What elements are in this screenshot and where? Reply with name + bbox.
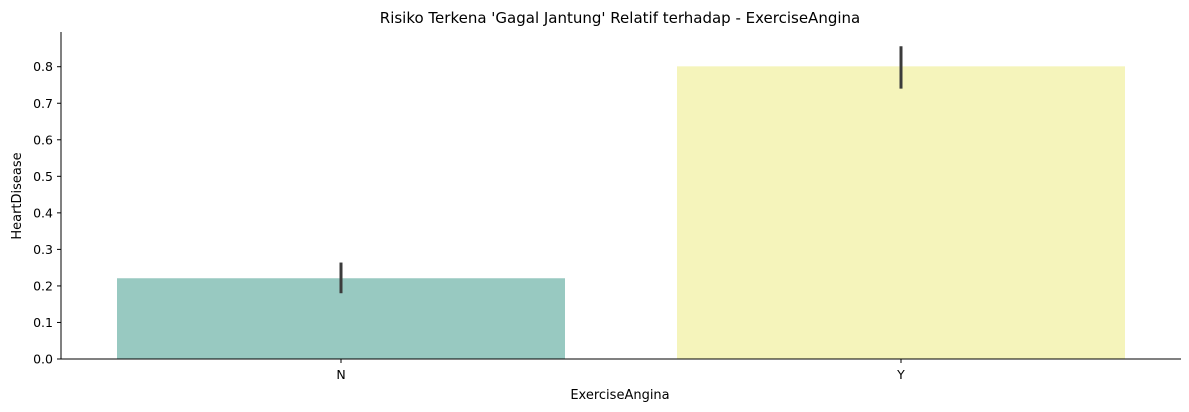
y-tick-label: 0.5 [33,169,53,184]
y-tick-label: 0.7 [33,96,53,111]
y-tick-label: 0.2 [33,278,53,293]
chart-title: Risiko Terkena 'Gagal Jantung' Relatif t… [380,9,860,27]
y-tick-label: 0.1 [33,315,53,330]
y-tick-label: 0.3 [33,242,53,257]
bar-y [677,66,1125,359]
y-tick-label: 0.8 [33,59,53,74]
error-bars-group [339,46,903,294]
y-tick-label: 0.0 [33,352,53,367]
y-tick-label: 0.4 [33,205,53,220]
x-tick-label: N [336,367,345,382]
y-axis-label: HeartDisease [10,152,25,239]
y-ticks-group: 0.0 0.1 0.2 0.3 0.4 0.5 0.6 0.7 0.8 [33,59,61,367]
x-axis-label: ExerciseAngina [570,388,669,403]
bars-group [117,66,1125,359]
y-tick-label: 0.6 [33,132,53,147]
x-tick-label: Y [896,367,905,382]
axes-group [60,32,1181,360]
